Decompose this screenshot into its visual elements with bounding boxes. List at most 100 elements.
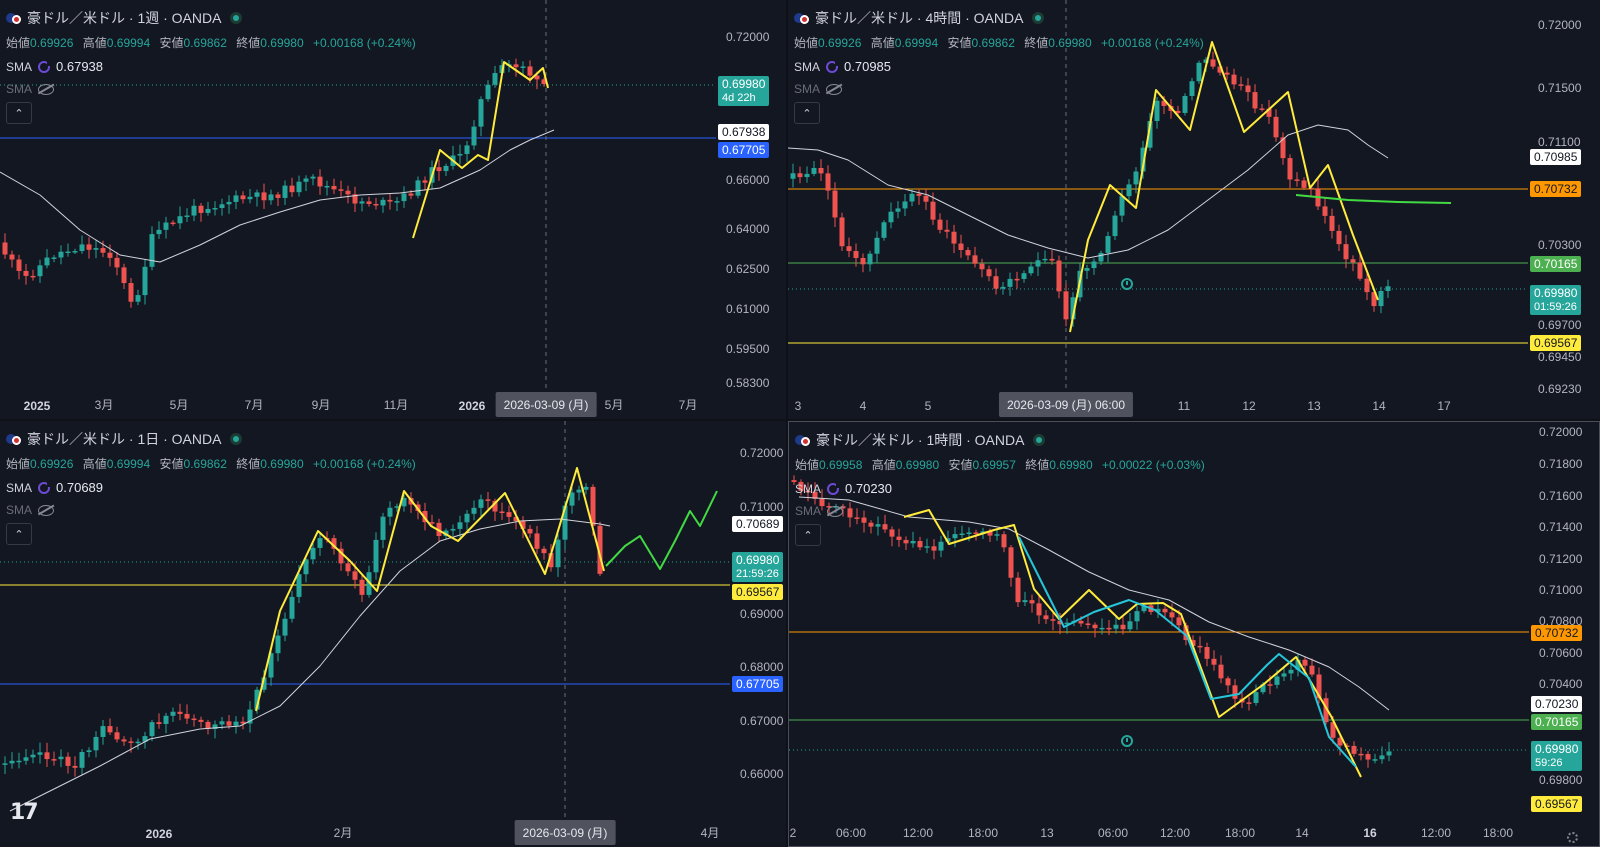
price-axis[interactable]: 0.72000 0.71500 0.71100 0.70300 0.69700 0.694… xyxy=(1528,0,1600,396)
collapse-icon: ⌃ xyxy=(14,528,24,541)
eye-off-icon[interactable] xyxy=(826,83,843,95)
time-axis[interactable]: 3 4 5 11 12 13 14 17 2026-03-09 (月) 06:00 xyxy=(788,389,1528,419)
price-tag: 0.70985 xyxy=(1530,149,1582,165)
sync-icon[interactable] xyxy=(38,481,52,494)
time-tick-label: 5月 xyxy=(169,398,189,412)
price-tag-value: 0.69980 xyxy=(722,77,766,91)
candle-down xyxy=(923,195,929,202)
sync-icon[interactable] xyxy=(827,482,841,495)
sma-indicator-row[interactable]: SMA 0.70230 xyxy=(795,481,1211,496)
candle-down xyxy=(965,250,971,256)
chart-plot-area[interactable] xyxy=(0,421,730,817)
candle-down xyxy=(1078,620,1084,624)
chart-pane-1h[interactable]: 0.72000 0.71800 0.71600 0.71400 0.71200 0.710… xyxy=(788,421,1600,847)
candle-up xyxy=(457,153,463,156)
symbol-title[interactable]: 豪ドル／米ドル · 1日 · OANDA xyxy=(27,431,222,447)
alarm-icon[interactable] xyxy=(1121,735,1133,747)
sma-hidden-row[interactable]: SMA xyxy=(6,503,422,517)
candle-up xyxy=(562,505,568,540)
candle-up xyxy=(79,244,85,252)
candle-up xyxy=(65,251,71,254)
candle-up xyxy=(1021,273,1027,279)
candle-down xyxy=(1008,547,1014,578)
eye-off-icon[interactable] xyxy=(38,83,55,95)
candle-down xyxy=(191,718,197,721)
price-tag-value: 0.69567 xyxy=(1534,336,1578,350)
price-axis[interactable]: 0.72000 0.71000 0.69000 0.68000 0.67000 0.660… xyxy=(730,421,786,817)
candle-up xyxy=(282,618,288,636)
candle-down xyxy=(121,739,127,742)
candle-down xyxy=(541,548,547,554)
time-axis[interactable]: 2025 3月 5月 7月 9月 11月 2026 5月 7月 2026-03-09 (月) xyxy=(0,389,716,419)
eye-off-icon[interactable] xyxy=(827,505,844,517)
candle-up xyxy=(44,257,50,266)
crosshair-date-label: 2026-03-09 (月) 06:00 xyxy=(998,392,1134,417)
eye-off-icon[interactable] xyxy=(38,504,55,516)
chart-pane-daily[interactable]: 0.72000 0.71000 0.69000 0.68000 0.67000 0.660… xyxy=(0,421,786,847)
price-tick-label: 0.67000 xyxy=(740,714,784,728)
candle-up xyxy=(938,541,944,551)
sync-icon[interactable] xyxy=(38,60,52,73)
time-axis[interactable]: 2 06:00 12:00 18:00 13 06:00 12:00 18:00 14 16 12:… xyxy=(789,818,1529,846)
open-label: 始値 xyxy=(795,458,820,472)
price-tick-label: 0.62500 xyxy=(726,262,770,276)
candle-up xyxy=(583,486,589,490)
candle-down xyxy=(527,66,533,76)
candle-down xyxy=(1358,753,1364,756)
gear-icon[interactable] xyxy=(1567,832,1578,843)
candle-up xyxy=(1028,266,1034,274)
candle-down xyxy=(1350,259,1356,263)
sma-hidden-row[interactable]: SMA xyxy=(795,504,1211,518)
collapse-legend-button[interactable]: ⌃ xyxy=(795,524,821,546)
price-axis[interactable]: 0.720000.700000.660000.640000.625000.610… xyxy=(716,0,786,390)
price-tag: 0.67705 xyxy=(732,676,784,692)
alarm-icon[interactable] xyxy=(1121,278,1133,290)
candle-down xyxy=(853,251,859,258)
price-axis[interactable]: 0.72000 0.71800 0.71600 0.71400 0.71200 0.710… xyxy=(1529,422,1599,818)
tradingview-logo[interactable]: 17 xyxy=(10,800,39,825)
candle-up xyxy=(205,208,211,213)
sma-indicator-row[interactable]: SMA 0.70985 xyxy=(794,59,1210,74)
candle-up xyxy=(303,178,309,182)
time-tick-label: 7月 xyxy=(678,398,698,412)
price-tag-value: 0.69980 xyxy=(1534,286,1578,300)
candle-up xyxy=(909,193,915,202)
open-value: 0.69926 xyxy=(30,457,74,471)
high-label: 高値 xyxy=(870,36,895,50)
sma-indicator-row[interactable]: SMA 0.70689 xyxy=(6,480,422,495)
collapse-legend-button[interactable]: ⌃ xyxy=(6,102,32,124)
candle-down xyxy=(1371,292,1377,307)
open-label: 始値 xyxy=(6,457,31,471)
candle-down xyxy=(1190,640,1196,646)
chart-plot-area[interactable] xyxy=(788,0,1528,389)
candle-up xyxy=(72,251,78,253)
chart-plot-area[interactable] xyxy=(789,422,1529,818)
price-tick-label: 0.70400 xyxy=(1539,677,1583,691)
candle-down xyxy=(993,276,999,289)
candle-down xyxy=(1106,627,1112,630)
sync-icon[interactable] xyxy=(826,60,840,73)
candle-up xyxy=(373,539,379,573)
symbol-title[interactable]: 豪ドル／米ドル · 4時間 · OANDA xyxy=(815,10,1024,26)
chart-plot-area[interactable] xyxy=(0,0,716,389)
sma-indicator-row[interactable]: SMA 0.67938 xyxy=(6,59,422,74)
chart-pane-4h[interactable]: 0.72000 0.71500 0.71100 0.70300 0.69700 0.694… xyxy=(788,0,1600,419)
sma-hidden-row[interactable]: SMA xyxy=(6,82,422,96)
price-tag-value: 0.70985 xyxy=(1534,150,1578,164)
chart-pane-weekly[interactable]: 0.720000.700000.660000.640000.625000.610… xyxy=(0,0,786,419)
symbol-title[interactable]: 豪ドル／米ドル · 1週 · OANDA xyxy=(27,10,222,26)
time-axis[interactable]: 2026 2月 4月 2026-03-09 (月) xyxy=(0,817,730,847)
collapse-legend-button[interactable]: ⌃ xyxy=(6,523,32,545)
candle-up xyxy=(1385,286,1391,291)
high-label: 高値 xyxy=(871,458,896,472)
candle-up xyxy=(1112,215,1118,237)
candle-down xyxy=(1043,615,1049,620)
candle-up xyxy=(51,257,57,259)
symbol-title[interactable]: 豪ドル／米ドル · 1時間 · OANDA xyxy=(816,432,1025,448)
close-label: 終値 xyxy=(1024,36,1049,50)
flag-icon xyxy=(6,11,22,25)
candle-up xyxy=(1154,100,1160,122)
sma-label: SMA xyxy=(795,504,822,518)
sma-hidden-row[interactable]: SMA xyxy=(794,82,1210,96)
collapse-legend-button[interactable]: ⌃ xyxy=(794,102,820,124)
